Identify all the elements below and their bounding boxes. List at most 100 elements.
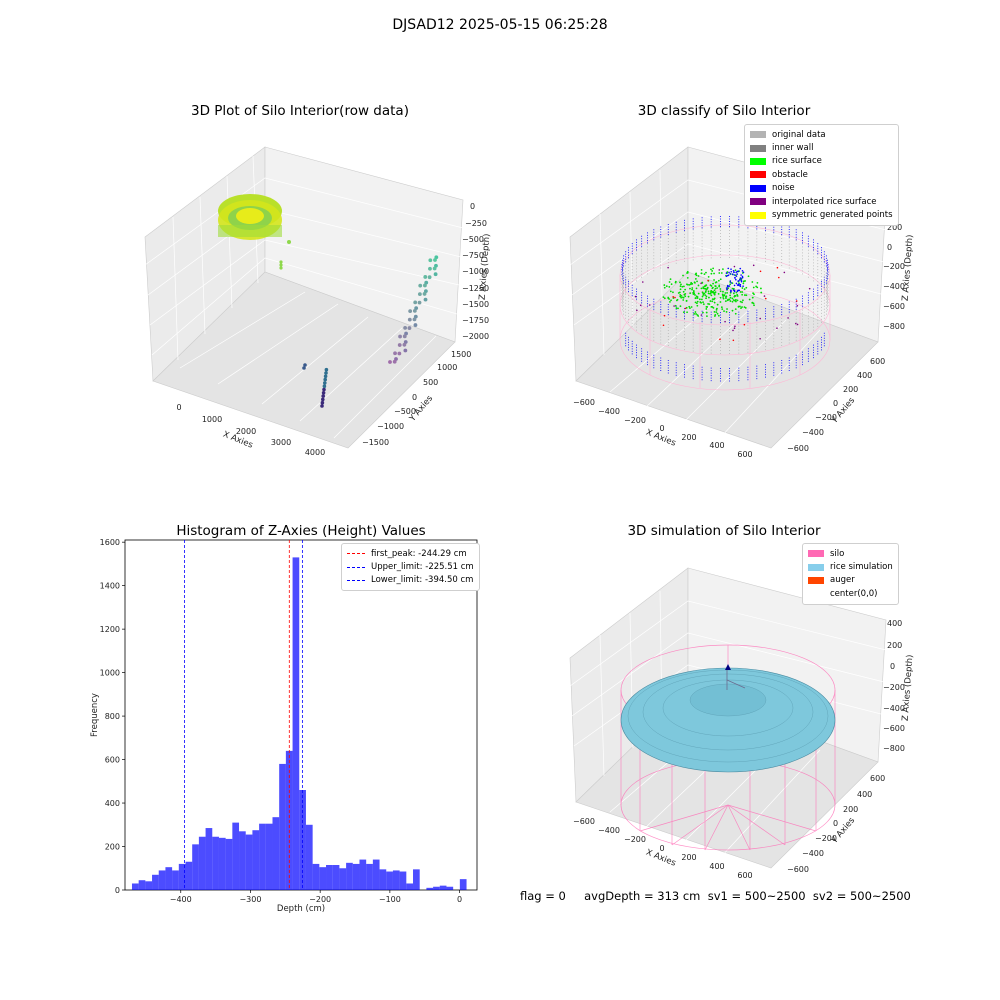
raw-point xyxy=(423,283,427,288)
rice-point xyxy=(678,291,681,294)
histogram-bar xyxy=(131,883,139,890)
histogram-bar xyxy=(239,831,246,890)
legend-line xyxy=(347,579,365,581)
noise-point xyxy=(729,280,732,282)
histogram-bar xyxy=(165,867,173,890)
legend-swatch xyxy=(808,576,824,584)
noise-point xyxy=(735,278,737,281)
rice-point xyxy=(737,305,740,308)
svg-text:400: 400 xyxy=(709,862,724,871)
rice-point xyxy=(715,307,718,310)
rice-point xyxy=(727,287,730,290)
svg-text:−600: −600 xyxy=(573,398,595,407)
histogram-bar xyxy=(339,868,347,890)
rice-point xyxy=(715,311,718,314)
rice-point xyxy=(690,281,693,284)
raw-point xyxy=(323,381,327,385)
rice-point xyxy=(734,312,737,315)
raw-point xyxy=(403,348,408,353)
histogram-x-ticks: −400 −300 −200 −100 0 xyxy=(170,890,462,904)
misc-point xyxy=(796,304,799,307)
histogram-bar xyxy=(192,844,199,890)
rice-point xyxy=(679,288,682,291)
svg-text:−200: −200 xyxy=(883,262,905,271)
raw-point xyxy=(320,404,324,408)
noise-point xyxy=(726,274,729,277)
misc-point xyxy=(639,304,642,307)
rice-point xyxy=(692,289,695,292)
svg-text:200: 200 xyxy=(843,385,858,394)
simulation-z-label: Z Axies (Depth) xyxy=(901,654,916,721)
histogram-bar xyxy=(225,838,233,890)
histogram-bar xyxy=(272,817,280,890)
svg-text:600: 600 xyxy=(737,871,752,880)
rice-point xyxy=(697,284,700,287)
misc-point xyxy=(636,309,638,312)
rice-point xyxy=(698,298,701,301)
rice-point xyxy=(751,281,754,283)
noise-point xyxy=(726,285,729,288)
rice-point xyxy=(668,286,671,288)
misc-point xyxy=(732,329,734,332)
rice-point xyxy=(711,300,714,303)
histogram-bar xyxy=(158,870,166,890)
rice-point xyxy=(718,272,721,274)
raw-point xyxy=(433,272,438,277)
svg-text:600: 600 xyxy=(870,774,885,783)
rice-point xyxy=(675,307,678,310)
rice-point xyxy=(702,292,705,295)
rice-point xyxy=(686,277,689,279)
svg-text:0: 0 xyxy=(470,202,475,211)
noise-point xyxy=(735,282,738,285)
rice-point xyxy=(729,296,732,299)
legend-item: auger xyxy=(808,574,893,587)
legend-item: inner wall xyxy=(750,141,893,154)
center-marker xyxy=(725,664,731,670)
noise-point xyxy=(731,273,734,275)
rice-point xyxy=(724,295,727,298)
raw-point xyxy=(321,391,326,395)
rice-point xyxy=(704,290,707,293)
rice-point xyxy=(732,299,735,301)
x-tick-label: 0 xyxy=(457,895,462,904)
noise-point xyxy=(726,284,729,287)
rice-point xyxy=(697,315,700,317)
rice-point xyxy=(734,269,737,272)
rice-point xyxy=(705,308,708,310)
rice-point xyxy=(743,288,746,291)
legend-swatch xyxy=(750,131,766,139)
rice-point xyxy=(662,296,665,299)
histogram-bar xyxy=(152,874,159,890)
misc-point xyxy=(759,317,761,320)
noise-point xyxy=(741,276,744,279)
x-tick-label: −300 xyxy=(239,895,261,904)
svg-text:−500: −500 xyxy=(462,235,484,244)
simulation-y-ticks: 600 400 200 0 −200 −400 −600 xyxy=(787,774,885,874)
raw-point xyxy=(402,334,407,339)
rice-point xyxy=(674,304,677,307)
rice-point xyxy=(726,308,728,310)
histogram-bar xyxy=(172,870,179,890)
misc-point xyxy=(763,295,766,297)
rice-point xyxy=(685,306,688,309)
rice-point xyxy=(709,284,712,287)
rice-point xyxy=(690,306,693,308)
legend-item: interpolated rice surface xyxy=(750,195,893,208)
misc-point xyxy=(776,327,778,329)
x-tick-label: −400 xyxy=(170,895,192,904)
histogram-bar xyxy=(252,830,260,890)
rice-point xyxy=(722,296,724,298)
rice-point xyxy=(695,313,697,315)
noise-point xyxy=(730,290,732,293)
rice-point xyxy=(680,296,683,299)
rice-point xyxy=(748,298,751,301)
raw-point xyxy=(412,308,417,313)
legend-swatch xyxy=(750,171,766,179)
legend-item: silo xyxy=(808,547,893,560)
svg-text:200: 200 xyxy=(843,805,858,814)
raw-point xyxy=(407,317,412,322)
rice-point xyxy=(702,294,705,296)
rice-point xyxy=(745,286,748,289)
rice-point xyxy=(681,285,684,288)
misc-point xyxy=(795,300,798,302)
